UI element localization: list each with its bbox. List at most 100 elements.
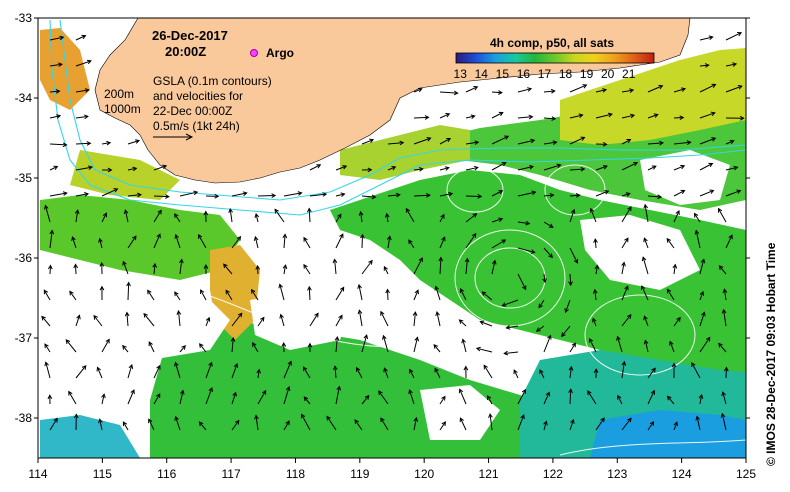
cloud-gap-4 [420,385,500,440]
velocity-arrow-head [718,207,723,213]
velocity-arrow-head [301,413,306,419]
velocity-arrow-head [84,192,90,197]
velocity-arrow-head [680,189,686,195]
velocity-arrow [175,416,181,431]
velocity-arrow-head [626,138,632,144]
velocity-arrow-head [481,291,487,296]
velocity-arrow-head [414,336,420,342]
velocity-arrow-head [593,368,599,373]
velocity-arrow-head [261,389,267,395]
velocity-arrow-head [592,288,598,294]
velocity-arrow-head [303,263,308,269]
velocity-arrow-head [354,419,359,424]
velocity-arrow-head [649,421,655,426]
velocity-arrow [439,167,449,171]
velocity-arrow-head [254,212,260,218]
velocity-arrow-head [232,391,237,397]
velocity-arrow [595,417,605,431]
velocity-arrow [360,211,363,223]
velocity-arrow [621,114,635,119]
velocity-arrow [413,88,423,93]
velocity-arrow-head [383,367,388,373]
velocity-arrow [308,286,311,301]
velocity-arrow-head [498,217,504,222]
velocity-arrow [326,416,337,431]
velocity-arrow [231,192,247,197]
velocity-arrow [644,204,649,223]
velocity-arrow-head [721,308,727,314]
velocity-arrow [595,113,613,119]
velocity-arrow [387,236,391,249]
velocity-arrow [75,60,92,67]
velocity-arrow-head [86,59,92,65]
velocity-arrow [283,386,290,405]
velocity-arrow-head [686,140,692,145]
velocity-arrow-head [600,417,605,423]
velocity-arrow-head [391,165,397,171]
velocity-arrow [93,315,103,327]
velocity-arrow-head [326,415,331,421]
velocity-arrow-head [126,281,131,287]
velocity-arrow [517,221,530,225]
velocity-arrow-head [625,192,631,197]
velocity-arrow [699,137,716,145]
depth-label-1000m: 1000m [104,102,141,116]
velocity-arrow-head [711,137,717,142]
velocity-arrow-head [710,111,716,117]
velocity-arrow [673,88,686,93]
velocity-arrow-head [718,342,723,348]
velocity-arrow [480,321,493,327]
velocity-arrow [569,247,578,264]
velocity-arrow [45,362,51,379]
cloud-gap-5 [640,150,730,205]
velocity-arrow-head [179,258,184,264]
colorbar-title: 4h comp, p50, all sats [490,36,614,50]
velocity-arrow [439,138,451,145]
colorbar-tick-label: 17 [538,67,552,81]
velocity-arrow-head [426,137,432,142]
velocity-arrow-head [285,385,291,391]
velocity-arrow-head [47,394,53,400]
velocity-arrow-head [473,86,479,91]
velocity-arrow-head [384,212,390,218]
velocity-arrow-head [203,210,209,216]
velocity-arrow-head [739,115,745,121]
velocity-arrow [49,115,61,119]
velocity-arrow [44,205,51,223]
velocity-arrow-head [444,166,450,171]
velocity-arrow [178,311,181,327]
velocity-arrow-head [679,115,685,121]
velocity-arrow [205,317,210,327]
velocity-arrow [205,362,213,379]
velocity-arrow-head [378,390,383,396]
velocity-arrow [569,342,576,353]
lat-tick-label: -38 [15,411,33,425]
velocity-arrow [153,233,161,249]
velocity-arrow [439,91,458,94]
velocity-arrow-head [340,192,346,198]
velocity-arrow [517,139,535,145]
velocity-arrow-head [44,204,49,210]
velocity-arrow [175,234,181,249]
lat-tick-label: -35 [15,171,33,185]
velocity-arrow [433,344,441,353]
velocity-arrow [309,193,327,197]
velocity-arrow-head [501,302,507,307]
velocity-arrow-head [641,256,647,262]
velocity-arrow-head [633,161,639,167]
velocity-arrow-head [530,249,536,254]
velocity-arrow-head [651,367,656,373]
velocity-arrow-head [414,289,419,295]
velocity-arrow [127,194,141,197]
velocity-arrow [722,391,727,405]
velocity-arrow [199,343,207,353]
velocity-arrow-head [475,346,481,352]
velocity-arrow [280,314,285,327]
velocity-arrow-head [593,238,598,244]
velocity-arrow-head [479,320,485,325]
velocity-arrow-head [568,281,573,287]
velocity-arrow [200,289,207,301]
velocity-arrow-head [643,315,648,321]
velocity-arrow [75,142,91,145]
gsla-line-1: GSLA (0.1m contours) [153,74,272,88]
